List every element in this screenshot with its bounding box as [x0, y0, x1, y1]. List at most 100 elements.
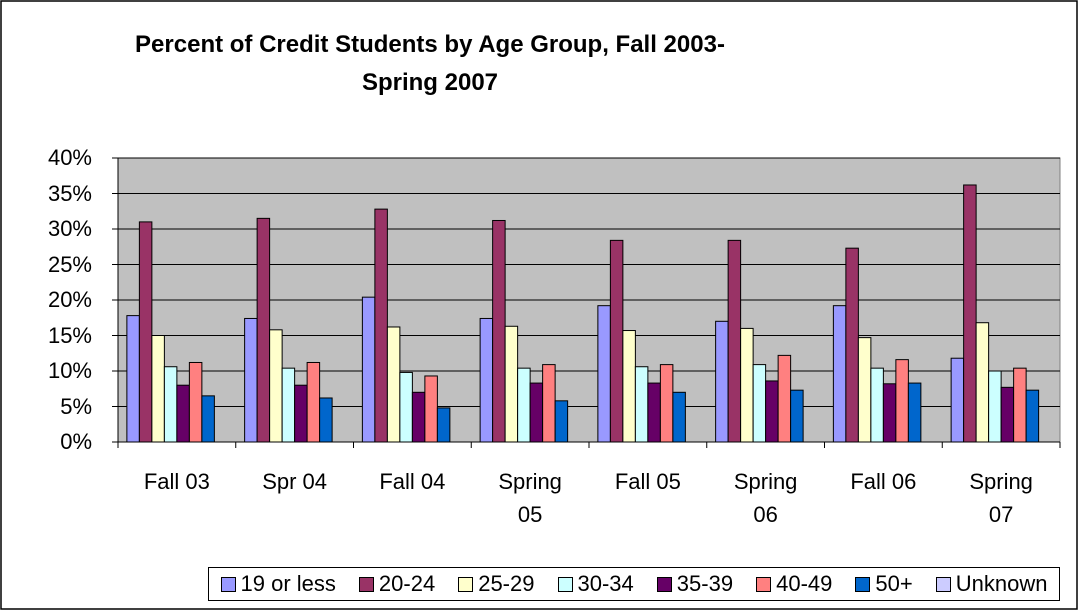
- bar: [542, 364, 556, 443]
- legend: 19 or less 20-24 25-29 30-34 35-39 40-49 50+ Un…: [208, 567, 1060, 601]
- bar: [597, 305, 611, 443]
- legend-label: 40-49: [776, 571, 833, 596]
- legend-label: 20-24: [378, 571, 436, 596]
- legend-item: 30-34: [557, 571, 634, 597]
- bar: [950, 357, 965, 443]
- bar: [374, 208, 388, 443]
- legend-item: 19 or less: [220, 571, 336, 597]
- bar: [517, 367, 531, 443]
- bar: [609, 239, 624, 443]
- legend-swatch: [358, 576, 374, 592]
- x-tick-label: Fall 04: [379, 469, 446, 494]
- legend-item: 50+: [855, 571, 913, 597]
- x-tick-label: Spr 04: [262, 469, 328, 494]
- bar: [715, 320, 729, 443]
- legend-label: 25-29: [478, 571, 535, 596]
- bar: [1013, 367, 1027, 443]
- bar: [659, 364, 674, 443]
- bar: [424, 375, 438, 443]
- y-tick-label: 10%: [47, 358, 92, 383]
- bar: [386, 326, 401, 443]
- legend-label: 30-34: [577, 571, 634, 596]
- bar: [845, 247, 859, 443]
- x-tick-label: Fall 05: [614, 469, 681, 494]
- bar: [436, 407, 451, 443]
- legend-item: 25-29: [458, 571, 534, 597]
- bar: [529, 382, 544, 443]
- bar: [752, 364, 767, 443]
- bar: [672, 391, 686, 443]
- bar: [176, 384, 190, 443]
- bar: [126, 315, 140, 443]
- bar: [907, 382, 922, 443]
- bar: [634, 366, 649, 443]
- y-tick-label: 30%: [47, 216, 92, 241]
- bar: [361, 296, 376, 443]
- bar: [963, 184, 977, 443]
- bar: [740, 327, 754, 443]
- bar: [870, 367, 884, 443]
- bar: [1000, 386, 1015, 443]
- bar: [777, 354, 792, 443]
- legend-swatch: [458, 576, 474, 592]
- bar: [411, 391, 426, 443]
- bar: [244, 317, 258, 443]
- bar: [319, 397, 333, 443]
- bar: [504, 325, 519, 443]
- legend-item: 40-49: [756, 571, 832, 597]
- bar: [256, 217, 271, 443]
- bar: [727, 239, 742, 443]
- y-tick-label: 5%: [60, 393, 92, 419]
- bar: [647, 382, 661, 443]
- legend-swatch: [935, 576, 951, 592]
- bar: [988, 370, 1002, 443]
- bar: [975, 322, 990, 443]
- bar: [306, 361, 321, 443]
- legend-label: 50+: [875, 571, 913, 596]
- bar: [151, 335, 165, 443]
- bar: [201, 395, 215, 443]
- legend-label: 35-39: [676, 571, 734, 596]
- bar: [857, 337, 872, 443]
- chart-title: Percent of Credit Students by Age Group,…: [135, 31, 725, 96]
- legend-swatch: [220, 576, 236, 592]
- legend-item: Unknown: [935, 571, 1048, 597]
- y-tick-label: 20%: [47, 287, 92, 312]
- bar: [138, 221, 153, 443]
- x-tick-label: Spring 05: [498, 469, 562, 527]
- bar: [1025, 389, 1040, 443]
- bar: [622, 330, 636, 443]
- x-tick-label: Spring 06: [733, 469, 798, 527]
- legend-swatch: [656, 576, 672, 592]
- bar: [479, 317, 494, 443]
- y-tick-label: 40%: [47, 145, 92, 170]
- bar: [281, 367, 296, 443]
- legend-label: 19 or less: [240, 571, 336, 596]
- bar: [294, 384, 308, 443]
- y-tick-label: 15%: [47, 322, 92, 348]
- bar: [269, 329, 283, 443]
- legend-item: 20-24: [358, 571, 436, 597]
- bar: [882, 383, 897, 443]
- bar: [163, 366, 178, 443]
- bar: [832, 305, 847, 443]
- bar: [765, 380, 779, 443]
- legend-label: Unknown: [955, 571, 1048, 596]
- y-tick-label: 25%: [47, 251, 92, 277]
- legend-swatch: [557, 576, 573, 592]
- legend-item: 35-39: [656, 571, 734, 597]
- y-tick-label: 0%: [60, 429, 92, 454]
- bar: [790, 389, 804, 443]
- bar: [554, 400, 569, 443]
- x-tick-label: Fall 03: [143, 469, 210, 494]
- y-tick-label: 35%: [47, 180, 92, 206]
- legend-swatch: [756, 576, 772, 592]
- bar: [188, 361, 203, 443]
- bar: [492, 219, 506, 443]
- x-tick-label: Spring 07: [969, 469, 1033, 527]
- bar: [399, 371, 413, 443]
- x-tick-label: Fall 06: [850, 469, 917, 494]
- bar: [895, 359, 909, 443]
